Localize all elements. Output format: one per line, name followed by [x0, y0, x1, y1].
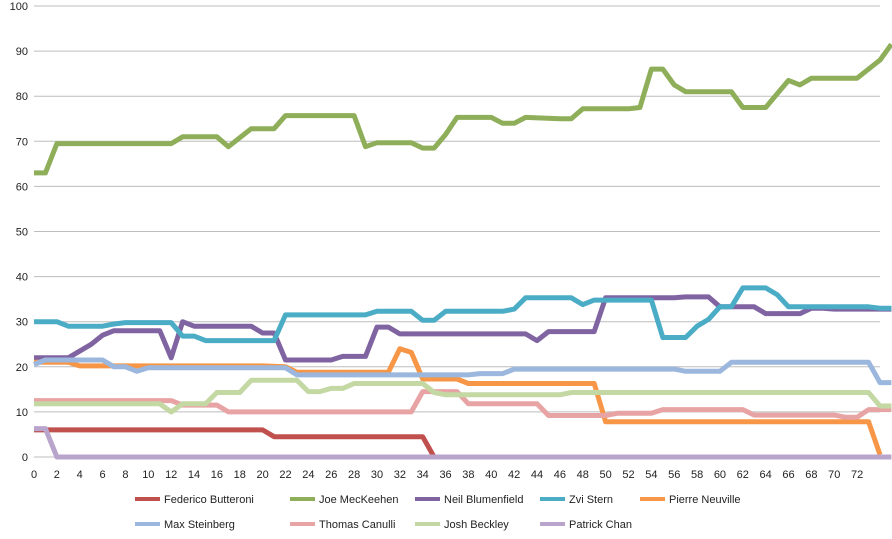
series-line-joe-meckeehen [34, 42, 892, 176]
x-tick-label: 40 [485, 469, 497, 481]
x-tick-label: 14 [188, 469, 200, 481]
y-tick-label: 10 [16, 407, 28, 419]
legend: Federico Butteroni Joe MecKeehen Neil Blum… [135, 494, 741, 531]
x-tick-label: 30 [371, 469, 383, 481]
x-tick-label: 72 [851, 469, 863, 481]
x-tick-label: 68 [805, 469, 817, 481]
y-tick-label: 100 [10, 1, 28, 13]
x-axis-tick-labels: 0 2 4 6 8 10 12 14 16 18 20 22 24 26 28 30 32 34 36 38 40 42 4… [31, 469, 863, 481]
y-tick-label: 90 [16, 46, 28, 58]
series-line-thomas-canulli [34, 389, 892, 420]
x-tick-label: 24 [302, 469, 314, 481]
x-tick-label: 46 [554, 469, 566, 481]
series-line-neil-blumenfield [34, 294, 892, 363]
x-tick-label: 56 [668, 469, 680, 481]
x-tick-label: 20 [257, 469, 269, 481]
x-tick-label: 48 [577, 469, 589, 481]
x-tick-label: 16 [211, 469, 223, 481]
legend-label: Thomas Canulli [319, 519, 395, 531]
x-tick-label: 38 [462, 469, 474, 481]
legend-label: Max Steinberg [164, 519, 235, 531]
legend-label: Neil Blumenfield [444, 494, 523, 506]
x-tick-label: 6 [100, 469, 106, 481]
x-tick-label: 52 [622, 469, 634, 481]
legend-label: Patrick Chan [569, 519, 632, 531]
x-tick-label: 50 [599, 469, 611, 481]
series-line-max-steinberg [33, 357, 892, 386]
x-tick-label: 26 [325, 469, 337, 481]
y-tick-label: 40 [16, 272, 28, 284]
x-tick-label: 54 [645, 469, 657, 481]
x-tick-label: 2 [54, 469, 60, 481]
series-line-zvi-stern [34, 285, 892, 344]
x-tick-label: 28 [348, 469, 360, 481]
y-tick-label: 70 [16, 136, 28, 148]
y-tick-label: 80 [16, 91, 28, 103]
x-tick-label: 34 [417, 469, 429, 481]
x-tick-label: 8 [122, 469, 128, 481]
x-tick-label: 58 [691, 469, 703, 481]
series-lines [33, 42, 892, 460]
y-tick-label: 60 [16, 181, 28, 193]
legend-label: Federico Butteroni [164, 494, 254, 506]
x-tick-label: 32 [394, 469, 406, 481]
x-tick-label: 62 [737, 469, 749, 481]
x-tick-label: 44 [531, 469, 543, 481]
x-tick-label: 36 [439, 469, 451, 481]
legend-label: Josh Beckley [444, 519, 509, 531]
y-tick-label: 50 [16, 227, 28, 239]
x-tick-label: 12 [165, 469, 177, 481]
x-tick-label: 22 [279, 469, 291, 481]
x-tick-label: 18 [234, 469, 246, 481]
x-tick-label: 4 [77, 469, 83, 481]
x-tick-label: 42 [508, 469, 520, 481]
y-tick-label: 20 [16, 362, 28, 374]
x-tick-label: 0 [31, 469, 37, 481]
y-tick-label: 0 [22, 452, 28, 464]
x-tick-label: 66 [782, 469, 794, 481]
x-tick-label: 60 [714, 469, 726, 481]
x-tick-label: 64 [760, 469, 772, 481]
y-axis-tick-labels: 0 10 20 30 40 50 60 70 80 90 100 [10, 1, 28, 464]
legend-label: Pierre Neuville [669, 494, 741, 506]
legend-label: Joe MecKeehen [319, 494, 399, 506]
x-tick-label: 10 [142, 469, 154, 481]
series-line-josh-beckley [34, 377, 892, 415]
y-tick-label: 30 [16, 317, 28, 329]
x-tick-label: 70 [828, 469, 840, 481]
series-line-patrick-chan [34, 426, 892, 460]
series-line-federico-butteroni [34, 427, 437, 459]
legend-label: Zvi Stern [569, 494, 613, 506]
